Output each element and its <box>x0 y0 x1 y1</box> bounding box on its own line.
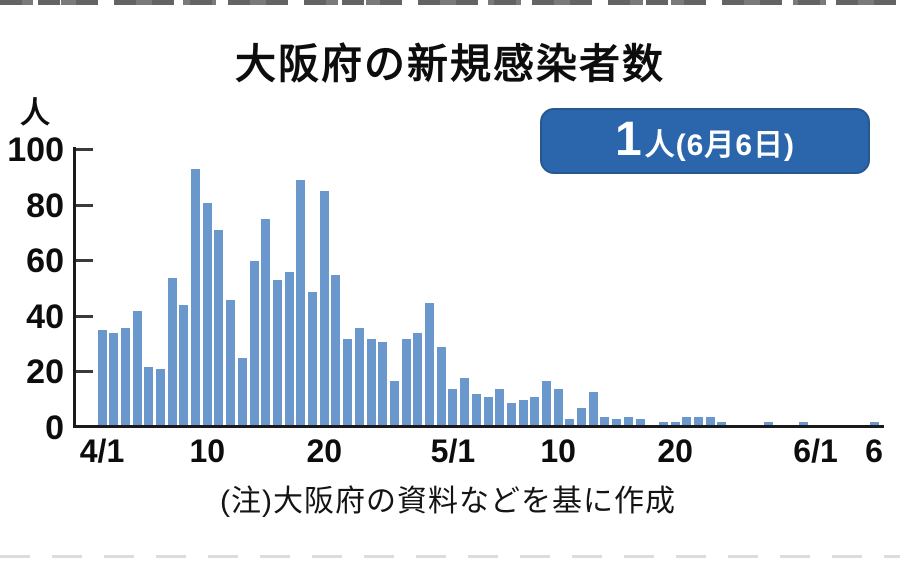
bar-5/13 <box>588 391 598 425</box>
bar-5/7 <box>518 399 528 425</box>
bar-4/17 <box>284 272 294 425</box>
badge-count-number: 1 <box>614 113 642 166</box>
bar-4/9 <box>191 169 201 425</box>
y-tick-mark <box>76 148 93 151</box>
bar-4/5 <box>144 366 154 425</box>
bar-4/27 <box>401 338 411 425</box>
cropped-text-artifact-top <box>0 0 900 5</box>
bar-5/3 <box>471 394 481 425</box>
x-tick-label: 10 <box>189 433 226 469</box>
bar-4/11 <box>214 230 224 425</box>
y-tick-label: 20 <box>26 353 64 392</box>
bar-5/31 <box>799 422 809 425</box>
y-axis-unit-label: 人 <box>20 97 50 130</box>
bar-4/28 <box>413 333 423 425</box>
bar-4/4 <box>132 311 142 425</box>
y-tick-label: 60 <box>26 242 64 281</box>
bar-5/17 <box>635 419 645 425</box>
bar-4/22 <box>343 338 353 425</box>
y-tick-mark <box>76 259 93 263</box>
bar-5/23 <box>705 416 715 425</box>
cropped-text-artifact-bottom <box>0 555 900 558</box>
y-tick-mark <box>76 203 93 207</box>
latest-count-badge: 1 人(6月6日) <box>540 108 870 174</box>
bar-4/2 <box>109 333 119 425</box>
bar-5/28 <box>764 422 774 425</box>
bar-5/22 <box>694 416 704 425</box>
bar-4/18 <box>296 180 306 425</box>
bar-4/30 <box>436 347 446 425</box>
y-tick-mark <box>76 370 93 374</box>
bar-5/24 <box>717 422 727 425</box>
x-tick-label: 10 <box>540 433 576 469</box>
bar-5/16 <box>623 416 633 425</box>
bar-5/8 <box>530 397 540 425</box>
bar-4/20 <box>319 191 329 425</box>
y-tick-label: 100 <box>7 131 64 169</box>
bar-5/19 <box>658 422 668 425</box>
bar-4/8 <box>179 305 189 425</box>
bar-5/15 <box>612 419 622 425</box>
bar-4/10 <box>202 202 212 425</box>
x-tick-label: 20 <box>657 433 693 469</box>
bar-4/29 <box>425 302 435 425</box>
bar-4/21 <box>331 274 341 425</box>
bar-4/3 <box>120 327 130 425</box>
bar-4/14 <box>249 260 259 425</box>
bar-4/16 <box>272 280 282 425</box>
bar-5/10 <box>553 388 563 425</box>
x-tick-label: 20 <box>306 433 343 469</box>
y-axis-line <box>73 147 76 428</box>
y-tick-label: 40 <box>26 297 64 336</box>
x-axis-line <box>73 425 884 428</box>
bar-5/1 <box>448 388 458 425</box>
bar-4/1 <box>97 330 107 425</box>
bar-5/4 <box>483 397 493 425</box>
bar-5/5 <box>495 388 505 425</box>
bar-4/25 <box>378 341 388 425</box>
chart-title: 大阪府の新規感染者数 <box>235 41 665 87</box>
bar-4/6 <box>155 369 165 425</box>
y-tick-mark <box>76 314 93 318</box>
bar-4/26 <box>389 380 399 425</box>
bar-5/9 <box>541 380 551 425</box>
bar-4/15 <box>261 219 271 425</box>
bar-5/2 <box>460 377 470 425</box>
bar-4/12 <box>226 299 236 425</box>
bar-5/20 <box>670 422 680 425</box>
y-tick-label: 0 <box>45 409 64 447</box>
bar-4/23 <box>354 327 364 425</box>
x-tick-label: 6/1 <box>793 433 838 469</box>
y-tick-label: 80 <box>26 186 64 225</box>
source-note: (注)大阪府の資料などを基に作成 <box>220 485 676 518</box>
bar-5/6 <box>506 402 516 425</box>
x-tick-label: 4/1 <box>79 433 125 469</box>
bar-5/11 <box>565 419 575 425</box>
bar-6/6 <box>869 422 879 425</box>
bar-5/14 <box>600 416 610 425</box>
bar-4/24 <box>366 338 376 425</box>
bar-4/19 <box>308 291 318 425</box>
bar-4/7 <box>167 277 177 425</box>
x-tick-label: 6 <box>865 433 883 469</box>
badge-count-suffix: 人(6月6日) <box>644 129 796 162</box>
bar-5/21 <box>682 416 692 425</box>
bar-5/12 <box>577 408 587 425</box>
x-tick-label: 5/1 <box>430 433 476 469</box>
bar-4/13 <box>237 358 247 425</box>
